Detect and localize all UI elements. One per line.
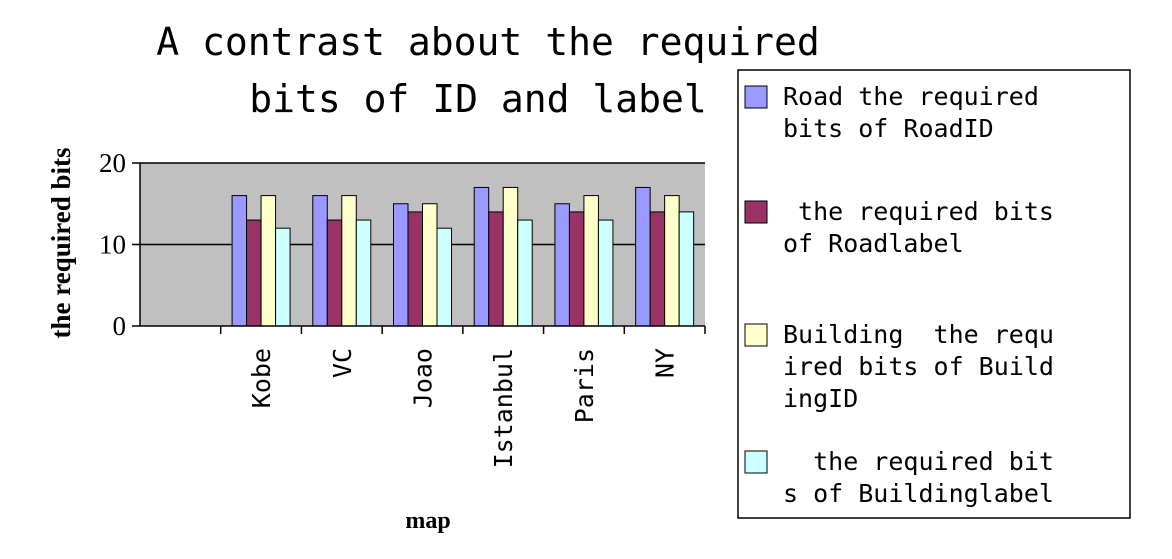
x-axis-label: map bbox=[405, 508, 450, 534]
y-tick-label: 20 bbox=[99, 148, 126, 178]
bar bbox=[260, 195, 277, 327]
bar bbox=[231, 195, 248, 327]
x-tick-label: Istanbul bbox=[489, 348, 518, 468]
bar bbox=[473, 186, 490, 327]
legend-label-line: of Roadlabel bbox=[783, 229, 964, 258]
bar bbox=[583, 195, 599, 327]
legend-label-line: bits of RoadID bbox=[783, 114, 994, 143]
x-tick-label: Kobe bbox=[247, 348, 276, 408]
bar bbox=[407, 211, 423, 327]
legend-label: the required bits of Roadlabel bbox=[783, 197, 1054, 258]
legend-label-line: the required bits bbox=[783, 197, 1054, 226]
bar bbox=[488, 211, 504, 327]
bar bbox=[246, 219, 262, 327]
y-axis-label: the required bits bbox=[46, 147, 76, 338]
bar bbox=[554, 203, 570, 327]
bar bbox=[517, 219, 533, 327]
legend-label: Building the requ ired bits of Build ingID bbox=[783, 320, 1054, 413]
y-tick-labels: 0 10 20 bbox=[99, 148, 140, 341]
x-tick-label: NY bbox=[651, 348, 680, 378]
legend-label-line: Road the required bbox=[783, 82, 1039, 111]
chart-title-line-1: A contrast about the required bbox=[156, 20, 819, 64]
bar bbox=[597, 219, 614, 327]
bar bbox=[393, 203, 409, 327]
x-tick-label: Joao bbox=[409, 348, 438, 408]
legend-box bbox=[737, 69, 1131, 519]
chart-title-line-2: bits of ID and label bbox=[249, 77, 707, 121]
legend-swatch bbox=[744, 85, 768, 109]
bar bbox=[649, 211, 666, 327]
x-tick-label: VC bbox=[328, 348, 357, 378]
legend-label-line: s of Buildinglabel bbox=[783, 479, 1054, 508]
bar bbox=[502, 186, 519, 327]
x-tick-labels: Kobe VC Joao Istanbul Paris NY bbox=[219, 326, 706, 468]
bar bbox=[275, 227, 291, 327]
y-tick-label: 0 bbox=[113, 311, 127, 341]
legend-label-line: Building the requ bbox=[783, 320, 1054, 349]
legend-label-line: ingID bbox=[783, 384, 858, 413]
bar bbox=[635, 186, 651, 327]
legend-label: Road the required bits of RoadID bbox=[783, 82, 1039, 143]
legend-swatch bbox=[744, 450, 768, 474]
legend-label: the required bit s of Buildinglabel bbox=[783, 447, 1054, 508]
bar bbox=[312, 195, 328, 327]
legend-swatch bbox=[744, 200, 768, 224]
legend-label-line: the required bit bbox=[783, 447, 1054, 476]
bar bbox=[422, 203, 438, 327]
legend: Road the required bits of RoadID the requ… bbox=[744, 82, 1054, 508]
x-tick-label: Paris bbox=[570, 348, 599, 423]
bar bbox=[436, 227, 452, 327]
bar bbox=[664, 195, 680, 327]
bar bbox=[678, 211, 695, 327]
y-tick-label: 10 bbox=[99, 230, 126, 260]
legend-swatch bbox=[744, 323, 768, 347]
bar bbox=[341, 195, 357, 327]
legend-label-line: ired bits of Build bbox=[783, 352, 1054, 381]
bar bbox=[355, 219, 372, 327]
bar bbox=[326, 219, 343, 327]
bar bbox=[568, 211, 585, 327]
